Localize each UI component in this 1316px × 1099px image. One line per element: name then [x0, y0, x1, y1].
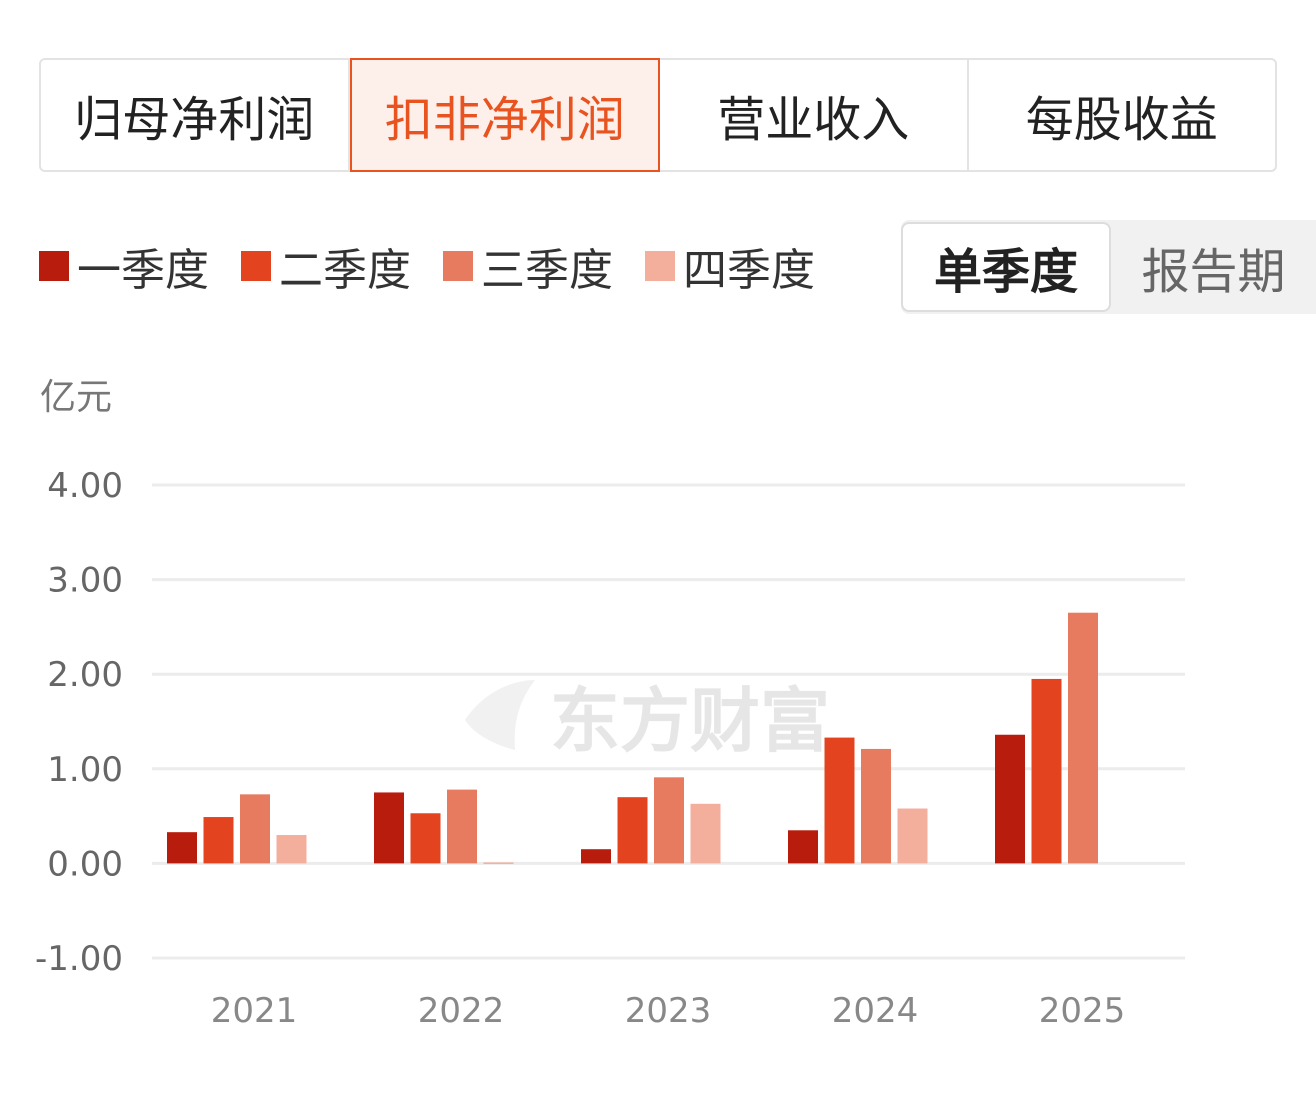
legend-item-q1[interactable]: 一季度 — [39, 234, 209, 298]
legend-item-q4[interactable]: 四季度 — [645, 234, 815, 298]
legend-label-q2: 二季度 — [279, 245, 411, 296]
bar-2023-q1[interactable] — [581, 849, 611, 864]
bar-2024-q3[interactable] — [861, 748, 891, 864]
legend-item-q2[interactable]: 二季度 — [241, 234, 411, 298]
y-tick-label: 2.00 — [47, 655, 123, 695]
bar-2021-q4[interactable] — [276, 835, 307, 864]
watermark: 东方财富 — [465, 680, 830, 762]
y-tick-label: -1.00 — [35, 939, 123, 979]
bar-2025-q3[interactable] — [1068, 612, 1098, 864]
legend-label-q3: 三季度 — [481, 245, 613, 296]
tab-parent-net-profit[interactable]: 归母净利润 — [41, 60, 350, 170]
x-axis-labels: 2021 2022 2023 2024 2025 — [211, 991, 1126, 1031]
legend-item-q3[interactable]: 三季度 — [443, 234, 613, 298]
x-tick-label: 2024 — [832, 991, 919, 1031]
metric-tabs: 归母净利润 扣非净利润 营业收入 每股收益 — [39, 58, 1277, 172]
bar-2021-q3[interactable] — [240, 794, 270, 864]
x-tick-label: 2023 — [625, 991, 712, 1031]
watermark-text: 东方财富 — [550, 680, 830, 762]
legend-swatch-q4 — [645, 251, 675, 281]
tab-operating-revenue[interactable]: 营业收入 — [660, 60, 969, 170]
x-tick-label: 2025 — [1039, 991, 1126, 1031]
report-period-button[interactable]: 报告期 — [1141, 244, 1286, 300]
y-tick-label: 0.00 — [47, 844, 123, 884]
y-axis-unit: 亿元 — [40, 377, 113, 418]
tab-earnings-per-share[interactable]: 每股收益 — [1025, 92, 1218, 148]
bar-2022-q3[interactable] — [447, 789, 477, 864]
grid-layer: 4.00 3.00 2.00 1.00 0.00 -1.00 — [35, 466, 1185, 979]
legend-swatch-q3 — [443, 251, 473, 281]
single-quarter-button[interactable]: 单季度 — [901, 222, 1111, 312]
chart-legend: 一季度 二季度 三季度 四季度 — [39, 236, 815, 296]
tab-deducted-net-profit[interactable]: 扣非净利润 — [349, 58, 660, 172]
bar-2025-q1[interactable] — [995, 734, 1025, 864]
legend-swatch-q1 — [39, 251, 69, 281]
watermark-logo-icon — [465, 680, 535, 750]
bar-2021-q2[interactable] — [203, 817, 234, 864]
bars-layer — [167, 612, 1098, 864]
bar-2022-q1[interactable] — [374, 792, 404, 864]
y-tick-label: 1.00 — [47, 750, 123, 790]
bar-2025-q2[interactable] — [1031, 678, 1062, 864]
x-tick-label: 2022 — [418, 991, 505, 1031]
y-tick-label: 3.00 — [47, 561, 123, 601]
bar-2023-q3[interactable] — [654, 777, 684, 864]
bar-2022-q2[interactable] — [410, 813, 441, 864]
legend-swatch-q2 — [241, 251, 271, 281]
y-tick-label: 4.00 — [47, 466, 123, 506]
bar-2024-q1[interactable] — [788, 830, 818, 864]
bar-2023-q2[interactable] — [617, 797, 648, 864]
bar-2024-q2[interactable] — [824, 737, 855, 864]
bar-2022-q4[interactable] — [483, 862, 514, 864]
bar-2021-q1[interactable] — [167, 832, 197, 864]
bar-2023-q4[interactable] — [690, 803, 721, 864]
period-toggle: 单季度 报告期 — [901, 220, 1316, 314]
bar-2024-q4[interactable] — [897, 808, 928, 864]
x-tick-label: 2021 — [211, 991, 298, 1031]
legend-label-q1: 一季度 — [77, 245, 209, 296]
legend-label-q4: 四季度 — [683, 245, 815, 296]
